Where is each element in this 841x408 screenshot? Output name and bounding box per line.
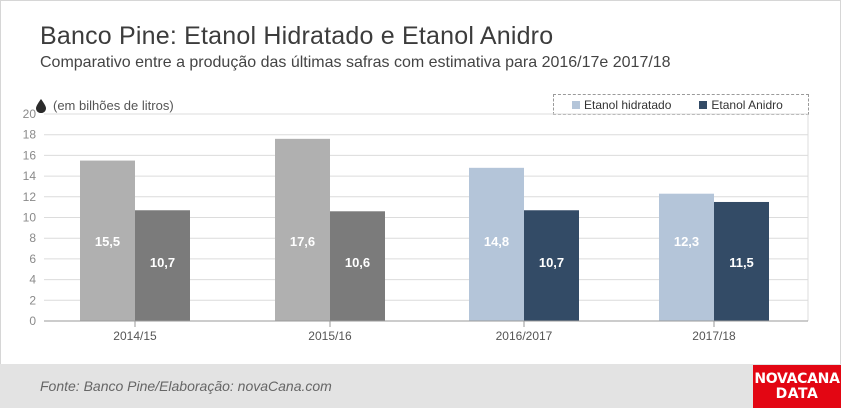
- novacana-data-logo: NOVACANA DATA: [753, 365, 841, 408]
- y-tick-label: 18: [23, 128, 37, 142]
- legend-item-anidro: Etanol Anidro: [699, 97, 783, 112]
- y-tick-label: 20: [23, 107, 37, 121]
- legend-item-hidratado: Etanol hidratado: [572, 98, 671, 112]
- bar-anidro: [714, 201, 769, 321]
- drop-icon: [36, 98, 46, 113]
- legend-label-hidratado: Etanol hidratado: [584, 97, 672, 112]
- bar-value-label: 12,3: [674, 234, 699, 249]
- bar-anidro: [135, 210, 190, 321]
- y-tick-label: 6: [29, 252, 36, 266]
- bar-anidro: [524, 210, 579, 321]
- y-tick-label: 2: [29, 293, 36, 307]
- bar-hidratado: [469, 167, 524, 321]
- unit-label-text: (em bilhões de litros): [53, 98, 174, 113]
- y-tick-label: 4: [29, 273, 36, 287]
- logo-text-line1: NOVACANA: [754, 370, 840, 387]
- bar-value-label: 17,6: [290, 234, 315, 249]
- x-tick-label: 2015/16: [308, 329, 352, 343]
- chart-title: Banco Pine: Etanol Hidratado e Etanol An…: [40, 22, 554, 50]
- y-tick-label: 16: [23, 148, 37, 162]
- logo-text-line2: DATA: [775, 385, 819, 402]
- x-tick-label: 2016/2017: [496, 329, 553, 343]
- y-tick-label: 12: [23, 190, 37, 204]
- bar-value-label: 14,8: [484, 234, 509, 249]
- y-tick-label: 14: [23, 169, 37, 183]
- legend-swatch-anidro: [699, 100, 708, 109]
- bar-value-label: 10,6: [345, 255, 370, 270]
- bar-value-label: 15,5: [95, 234, 120, 249]
- x-tick-label: 2014/15: [113, 329, 157, 343]
- x-tick-label: 2017/18: [692, 329, 736, 343]
- bar-hidratado: [275, 138, 330, 321]
- chart-subtitle: Comparativo entre a produção das últimas…: [40, 54, 671, 71]
- y-tick-label: 10: [23, 211, 37, 225]
- y-tick-label: 8: [29, 231, 36, 245]
- bar-chart: 0 2 4 6 8 10 12 14 16 18 20 15,5 10,7 2014/15 17,6 10,6…: [23, 107, 809, 343]
- footer-bar: [0, 364, 841, 408]
- bar-value-label: 11,5: [729, 255, 754, 270]
- unit-label: (em bilhões de litros): [36, 98, 174, 113]
- y-tick-label: 0: [29, 314, 36, 328]
- legend-label-anidro: Etanol Anidro: [711, 97, 783, 112]
- bar-hidratado: [659, 193, 714, 321]
- bar-anidro: [330, 211, 385, 321]
- legend-swatch-hidratado: [572, 100, 580, 109]
- bar-hidratado: [80, 160, 135, 321]
- bar-value-label: 10,7: [150, 255, 175, 270]
- source-note: Fonte: Banco Pine/Elaboração: novaCana.c…: [40, 378, 332, 394]
- bar-value-label: 10,7: [539, 255, 564, 270]
